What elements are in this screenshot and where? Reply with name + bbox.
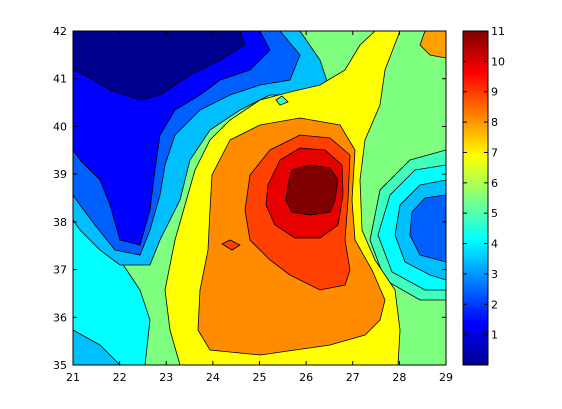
colorbar-frame xyxy=(462,30,489,366)
contour-level-8-corner xyxy=(419,31,446,59)
contour-level-2-right xyxy=(409,194,446,263)
x-tick-label: 29 xyxy=(439,371,453,384)
contour-level-11 xyxy=(285,164,339,216)
colorbar-tick-label: 2 xyxy=(491,298,498,311)
y-tick-label: 42 xyxy=(53,25,67,38)
colorbar-tick-label: 9 xyxy=(491,86,498,99)
colorbar-tick-label: 10 xyxy=(491,55,505,68)
y-tick-label: 39 xyxy=(53,168,67,181)
y-tick-label: 41 xyxy=(53,73,67,86)
x-tick-label: 27 xyxy=(346,371,360,384)
colorbar-tick-label: 7 xyxy=(491,146,498,159)
y-tick-label: 38 xyxy=(53,216,67,229)
y-tick-label: 35 xyxy=(53,359,67,372)
x-tick-label: 26 xyxy=(299,371,313,384)
x-axis: 21 22 23 24 25 26 27 28 29 xyxy=(66,31,453,384)
contour-plot xyxy=(73,31,446,365)
x-tick-label: 22 xyxy=(113,371,127,384)
colorbar-tick-label: 1 xyxy=(491,329,498,342)
contour-level-0 xyxy=(73,31,246,101)
colorbar-tick-label: 4 xyxy=(491,238,498,251)
x-tick-label: 28 xyxy=(392,371,406,384)
contour-level-3-bottom xyxy=(73,329,121,365)
x-tick-label: 23 xyxy=(159,371,173,384)
colorbar-tick-label: 3 xyxy=(491,268,498,281)
colorbar-tick-label: 6 xyxy=(491,177,498,190)
colorbar-tick-label: 11 xyxy=(491,25,505,38)
y-axis: 35 36 37 38 39 40 41 42 xyxy=(53,25,446,372)
contour-island-1 xyxy=(221,239,241,251)
x-tick-label: 21 xyxy=(66,371,80,384)
x-tick-label: 24 xyxy=(206,371,220,384)
y-tick-label: 37 xyxy=(53,264,67,277)
y-tick-label: 40 xyxy=(53,120,67,133)
y-tick-label: 36 xyxy=(53,311,67,324)
colorbar-tick-label: 5 xyxy=(491,207,498,220)
colorbar-axis: 1 2 3 4 5 6 7 8 9 10 11 xyxy=(463,25,505,342)
x-tick-label: 25 xyxy=(253,371,267,384)
colorbar xyxy=(463,31,488,365)
colorbar-tick-label: 8 xyxy=(491,116,498,129)
contour-island-2 xyxy=(275,95,289,106)
